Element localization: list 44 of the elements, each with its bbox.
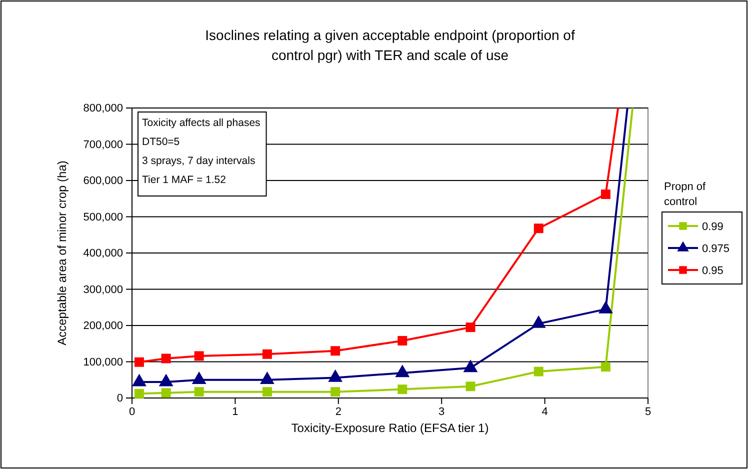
annotation: 3 sprays, 7 day intervals [142,155,256,167]
legend-label: 0.95 [702,265,724,277]
point [330,346,340,356]
point [161,388,171,398]
y-tick-label: 500,000 [83,211,123,224]
legend-label: 0.975 [702,243,730,255]
point [398,336,408,346]
y-tick-label: 800,000 [83,102,123,115]
y-tick-label: 700,000 [83,138,123,151]
y-tick-label: 100,000 [83,356,123,368]
point [466,382,476,392]
x-tick-label: 2 [335,406,342,418]
point [262,349,272,359]
point [134,388,144,398]
point [534,224,544,234]
annotation: Tier 1 MAF = 1.52 [142,174,226,186]
point [194,387,204,397]
y-tick-label: 300,000 [83,284,123,296]
y-axis-title: Acceptable area of minor crop (ha) [55,160,69,346]
point [600,190,610,200]
y-tick-label: 400,000 [83,248,123,260]
legend-title: Propn of control [664,181,707,208]
annotation: DT50=5 [142,136,180,148]
point [534,366,544,376]
chart-title: Isoclines relating a given acceptable endpoint (proportion of control pgr) with TER and scale of use [205,27,575,63]
point [262,387,272,397]
x-axis-title: Toxicity-Exposure Ratio (EFSA tier 1) [291,421,489,435]
point [600,362,610,372]
point [194,351,204,361]
x-tick-label: 5 [644,406,652,418]
y-tick-label: 600,000 [83,175,123,188]
point [134,357,144,367]
point [398,384,408,394]
point [466,322,476,332]
legend-label: 0.99 [702,221,724,233]
annotation: Toxicity affects all phases [142,117,260,129]
point [330,387,340,397]
y-tick-label: 200,000 [83,320,123,332]
x-tick-label: 3 [438,406,445,418]
x-tick-label: 0 [128,406,136,418]
point [161,354,171,364]
x-tick-label: 4 [542,406,548,418]
x-tick-label: 1 [232,406,238,418]
y-tick-label: 0 [116,392,123,405]
